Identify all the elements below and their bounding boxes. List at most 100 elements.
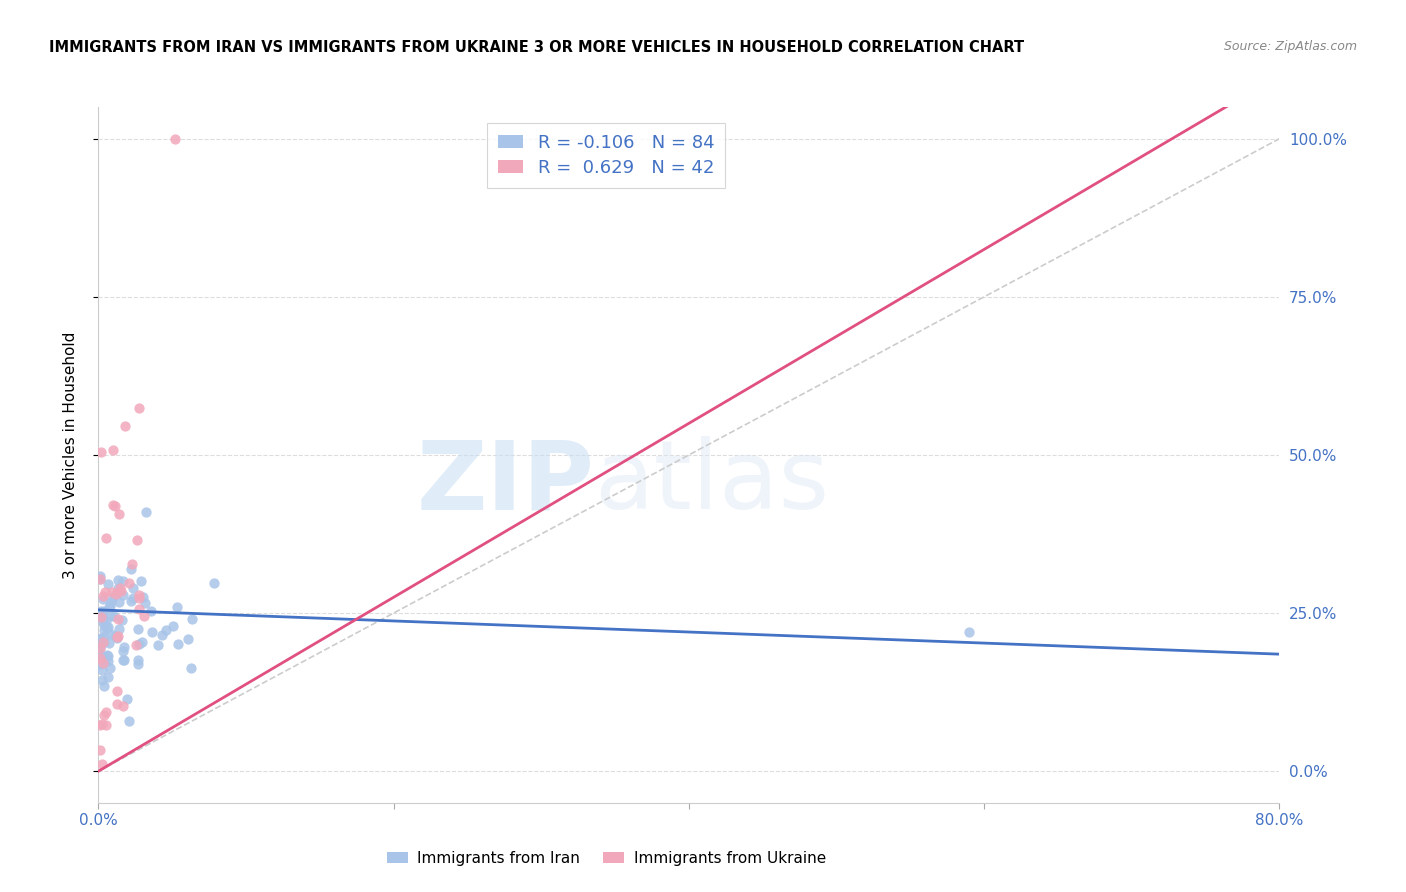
Point [141,604,163,618]
Point [93,618,115,632]
Point [107,612,129,626]
Point [89,640,111,655]
Point [128,637,150,651]
Point [89,605,111,619]
Point [100,609,122,624]
Point [89,651,111,665]
Point [127,657,149,671]
Point [97,654,120,668]
Point [90,631,112,645]
Point [108,622,131,636]
Point [131,574,153,588]
Point [89,743,111,757]
Point [110,582,132,596]
Point [93,615,115,629]
Point [91,673,114,687]
Point [105,697,128,711]
Point [155,623,177,637]
Point [165,131,187,145]
Point [101,584,124,599]
Point [91,610,114,624]
Point [104,629,127,643]
Point [97,648,120,663]
Point [148,638,170,652]
Point [89,638,111,652]
Point [150,628,173,642]
Point [107,581,129,595]
Point [111,588,134,602]
Point [111,653,134,667]
Point [90,664,112,678]
Point [111,613,134,627]
Point [167,637,190,651]
Point [90,445,112,459]
Point [101,498,124,512]
Text: IMMIGRANTS FROM IRAN VS IMMIGRANTS FROM UKRAINE 3 OR MORE VEHICLES IN HOUSEHOLD : IMMIGRANTS FROM IRAN VS IMMIGRANTS FROM … [49,40,1025,55]
Point [117,692,139,706]
Point [93,623,115,637]
Point [122,591,145,606]
Point [89,657,111,671]
Point [107,629,129,643]
Point [91,589,114,603]
Point [90,717,112,731]
Point [96,621,118,635]
Point [107,585,129,599]
Point [94,706,117,720]
Point [93,630,115,644]
Point [103,609,125,624]
Point [110,584,132,599]
Point [114,419,136,434]
Point [89,572,111,586]
Legend: R = -0.106   N = 84, R =  0.629   N = 42: R = -0.106 N = 84, R = 0.629 N = 42 [488,123,725,188]
Point [90,756,112,771]
Point [111,644,134,658]
Point [89,569,111,583]
Point [104,499,127,513]
Text: Source: ZipAtlas.com: Source: ZipAtlas.com [1223,40,1357,54]
Point [91,656,114,670]
Point [202,575,225,590]
Text: ZIP: ZIP [416,436,595,529]
Point [89,632,111,646]
Point [97,670,120,684]
Point [94,653,117,667]
Point [90,610,112,624]
Point [105,684,128,698]
Point [132,590,155,604]
Point [94,531,117,545]
Point [93,707,115,722]
Point [101,443,124,458]
Point [128,602,150,616]
Point [97,576,120,591]
Point [134,595,156,609]
Point [128,588,150,602]
Point [89,610,111,624]
Point [180,661,202,675]
Point [97,620,120,634]
Point [90,634,112,648]
Point [127,622,149,636]
Point [177,632,200,647]
Point [94,718,117,732]
Point [105,631,128,645]
Point [96,614,118,628]
Point [100,627,122,641]
Point [112,653,135,667]
Point [89,718,111,732]
Point [91,591,114,606]
Point [135,505,157,519]
Point [89,640,111,655]
Point [98,599,121,614]
Point [105,632,128,646]
Point [89,573,111,587]
Point [112,640,135,655]
Point [118,714,141,728]
Point [124,638,146,652]
Point [141,625,163,640]
Point [112,574,135,588]
Point [117,576,139,591]
Point [120,562,142,576]
Point [93,635,115,649]
Text: atlas: atlas [595,436,830,529]
